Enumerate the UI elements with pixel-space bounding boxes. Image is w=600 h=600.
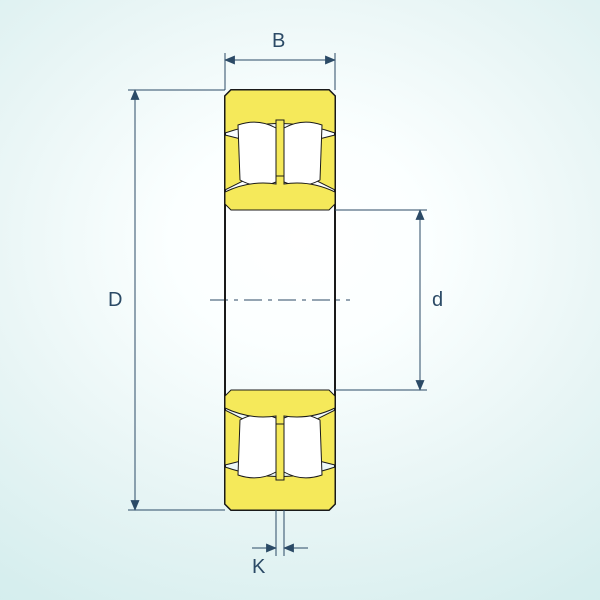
label-K: K bbox=[252, 556, 265, 579]
dim-B bbox=[225, 53, 335, 90]
bottom-half bbox=[225, 390, 335, 510]
diagram-svg bbox=[0, 0, 600, 600]
roller-top-right bbox=[284, 122, 322, 185]
label-d: d bbox=[432, 289, 443, 312]
dim-K bbox=[252, 510, 308, 556]
roller-top-left bbox=[238, 122, 276, 185]
bearing-diagram: B D d K bbox=[0, 0, 600, 600]
label-B: B bbox=[272, 30, 285, 53]
center-rib-top bbox=[276, 120, 284, 176]
label-D: D bbox=[108, 289, 122, 312]
